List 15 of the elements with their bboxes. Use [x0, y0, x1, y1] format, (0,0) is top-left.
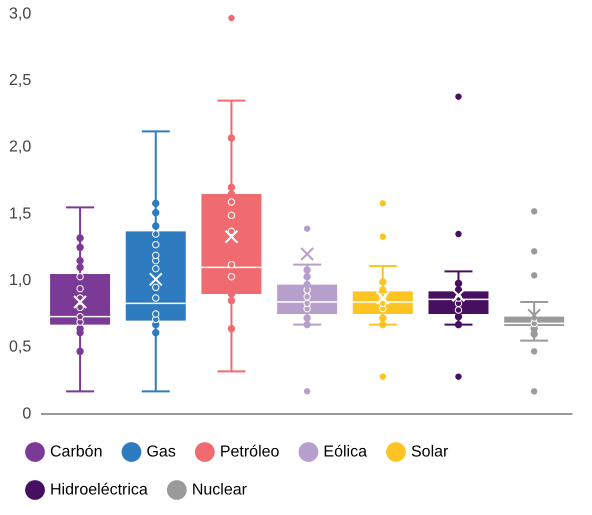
- legend-label: Nuclear: [192, 481, 248, 498]
- legend-label: Eólica: [323, 443, 368, 460]
- y-tick-label: 0,5: [8, 338, 32, 356]
- y-tick-label: 1,0: [8, 272, 32, 290]
- legend-label: Carbón: [50, 443, 102, 460]
- y-tick-label: 3,0: [8, 5, 32, 22]
- y-tick-label: 0: [22, 405, 32, 422]
- legend-label: Gas: [146, 443, 176, 460]
- y-tick-label: 2,0: [8, 138, 32, 156]
- legend-label: Petróleo: [220, 443, 280, 460]
- y-tick-label: 2,5: [8, 72, 32, 90]
- legend-label: Solar: [410, 443, 450, 460]
- legend-label: Hidroeléctrica: [50, 481, 148, 498]
- point: [152, 328, 160, 336]
- y-tick-label: 1,5: [8, 205, 32, 222]
